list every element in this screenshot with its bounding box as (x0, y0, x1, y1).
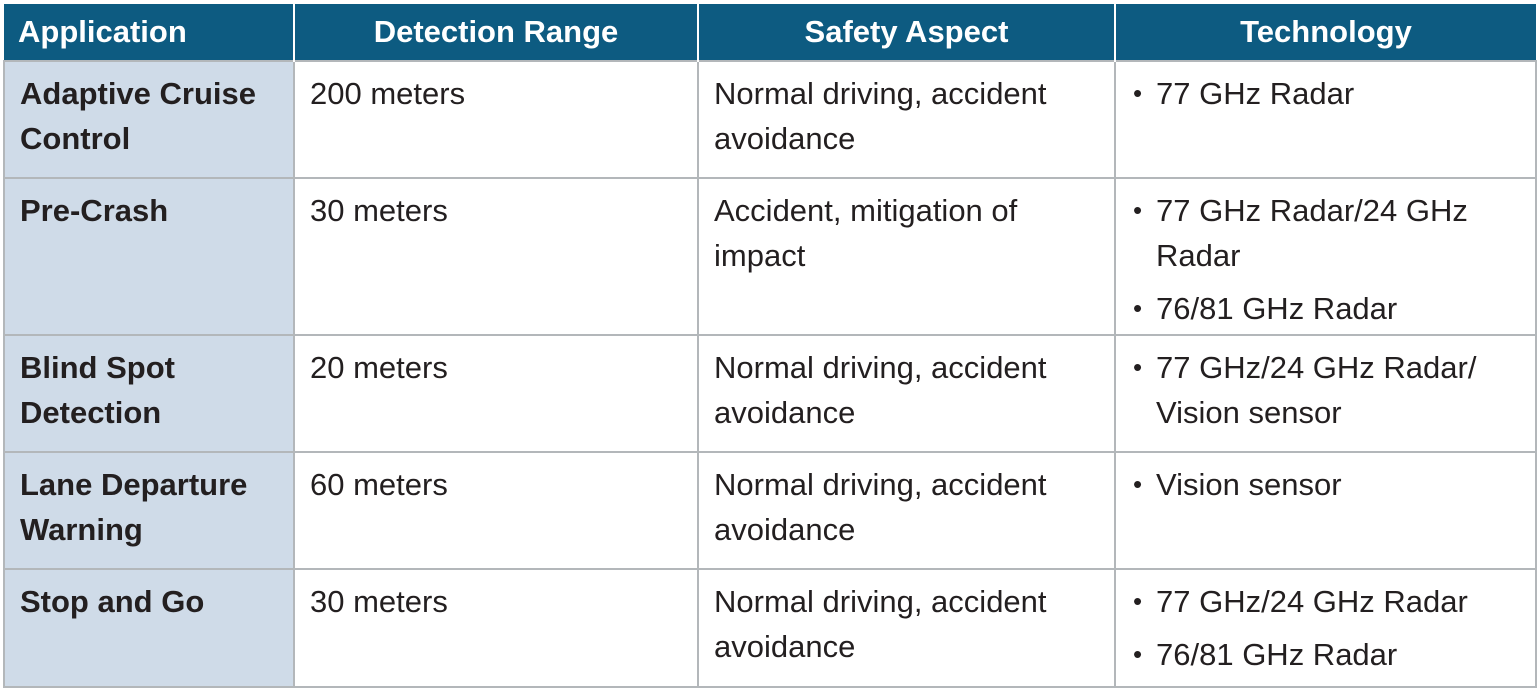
technology-item: • Vision sensor (1131, 462, 1521, 507)
technology-text: Vision sensor (1156, 467, 1342, 502)
technology-cell: • 77 GHz/24 GHz Radar/ Vision sensor (1114, 334, 1537, 453)
technology-item: • 77 GHz/24 GHz Radar/ Vision sensor (1131, 345, 1521, 435)
safety-aspect-cell: Accident, mitigation of impact (697, 177, 1116, 336)
technology-item: • 77 GHz/24 GHz Radar (1131, 579, 1521, 624)
technology-item: • 77 GHz Radar/24 GHz Radar (1131, 188, 1521, 278)
safety-aspect-cell: Normal driving, accident avoidance (697, 451, 1116, 570)
table-row: Stop and Go 30 meters Normal driving, ac… (3, 568, 1537, 688)
detection-range-cell: 20 meters (293, 334, 699, 453)
technology-list: • 77 GHz Radar/24 GHz Radar • 76/81 GHz Ra… (1131, 188, 1521, 331)
technology-cell: • 77 GHz Radar/24 GHz Radar • 76/81 GHz Ra… (1114, 177, 1537, 336)
technology-text: 77 GHz Radar/24 GHz Radar (1156, 193, 1468, 273)
technology-list: • 77 GHz Radar (1131, 71, 1521, 116)
bullet-icon: • (1133, 293, 1143, 323)
bullet-icon: • (1133, 352, 1143, 382)
application-cell: Lane Departure Warning (3, 451, 295, 570)
detection-range-cell: 200 meters (293, 60, 699, 179)
technology-list: • Vision sensor (1131, 462, 1521, 507)
bullet-icon: • (1133, 469, 1143, 499)
column-header-technology: Technology (1115, 4, 1536, 61)
application-cell: Pre-Crash (3, 177, 295, 336)
application-cell: Blind Spot Detection (3, 334, 295, 453)
technology-list: • 77 GHz/24 GHz Radar • 76/81 GHz Radar (1131, 579, 1521, 677)
table-row: Adaptive Cruise Control 200 meters Norma… (3, 60, 1537, 179)
bullet-icon: • (1133, 639, 1143, 669)
table-header-row: Application Detection Range Safety Aspec… (4, 4, 1536, 61)
technology-text: 77 GHz/24 GHz Radar (1156, 584, 1468, 619)
technology-cell: • 77 GHz/24 GHz Radar • 76/81 GHz Radar (1114, 568, 1537, 688)
technology-text: 77 GHz Radar (1156, 76, 1355, 111)
detection-range-cell: 30 meters (293, 177, 699, 336)
application-cell: Stop and Go (3, 568, 295, 688)
detection-range-cell: 30 meters (293, 568, 699, 688)
safety-aspect-cell: Normal driving, accident avoidance (697, 60, 1116, 179)
column-header-application: Application (4, 4, 295, 61)
application-cell: Adaptive Cruise Control (3, 60, 295, 179)
table-row: Pre-Crash 30 meters Accident, mitigation… (3, 177, 1537, 336)
technology-text: 77 GHz/24 GHz Radar/ Vision sensor (1156, 350, 1477, 430)
technology-cell: • 77 GHz Radar (1114, 60, 1537, 179)
bullet-icon: • (1133, 195, 1143, 225)
safety-aspect-cell: Normal driving, accident avoidance (697, 334, 1116, 453)
detection-range-cell: 60 meters (293, 451, 699, 570)
technology-item: • 76/81 GHz Radar (1131, 632, 1521, 677)
technology-cell: • Vision sensor (1114, 451, 1537, 570)
bullet-icon: • (1133, 78, 1143, 108)
column-header-safety-aspect: Safety Aspect (698, 4, 1116, 61)
technology-text: 76/81 GHz Radar (1156, 637, 1398, 672)
adas-applications-table: Application Detection Range Safety Aspec… (3, 4, 1537, 688)
bullet-icon: • (1133, 586, 1143, 616)
technology-item: • 76/81 GHz Radar (1131, 286, 1521, 331)
table-row: Blind Spot Detection 20 meters Normal dr… (3, 334, 1537, 453)
technology-item: • 77 GHz Radar (1131, 71, 1521, 116)
technology-list: • 77 GHz/24 GHz Radar/ Vision sensor (1131, 345, 1521, 435)
technology-text: 76/81 GHz Radar (1156, 291, 1398, 326)
safety-aspect-cell: Normal driving, accident avoidance (697, 568, 1116, 688)
column-header-detection-range: Detection Range (294, 4, 699, 61)
table-row: Lane Departure Warning 60 meters Normal … (3, 451, 1537, 570)
